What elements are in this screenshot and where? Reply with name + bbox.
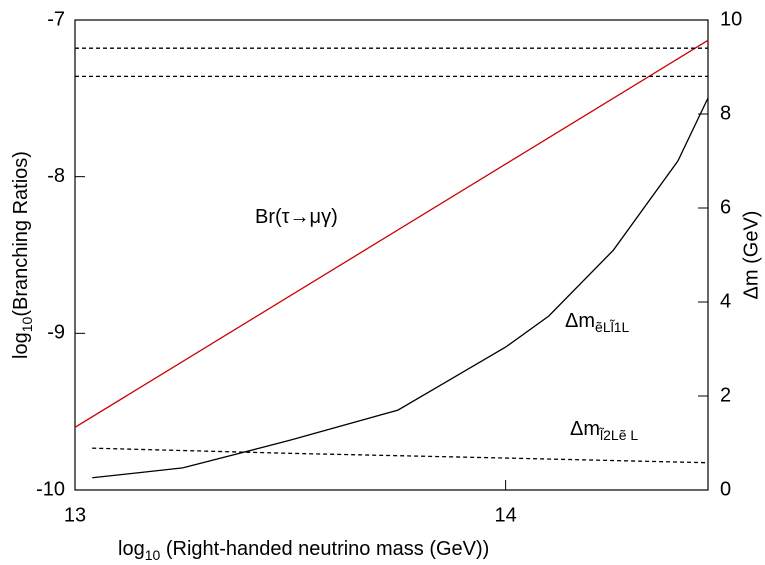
annotation-part: Δm [565, 310, 595, 332]
x-axis-label-sub: 10 [145, 547, 161, 563]
x-tick-label: 14 [494, 504, 516, 526]
annotation-part: Δm [570, 418, 600, 440]
y-axis-label: log10(Branching Ratios) [10, 151, 34, 359]
y-tick-label: -7 [47, 8, 65, 30]
y-axis-label-part: (Branching Ratios) [10, 151, 32, 317]
x-axis-label-part: log [118, 538, 145, 560]
annotation-part: Br(τ→μγ) [255, 206, 338, 228]
y2-tick-label: 10 [720, 8, 742, 30]
y2-tick-label: 0 [720, 478, 731, 500]
y-tick-label: -9 [47, 322, 65, 344]
y2-tick-label: 2 [720, 384, 731, 406]
plot-frame [74, 19, 709, 491]
y-tick-label: -8 [47, 165, 65, 187]
y2-tick-label: 4 [720, 290, 731, 312]
data-line [92, 97, 709, 479]
annotation-sub: l̃2Lẽ L [598, 426, 638, 443]
y2-axis-label: Δm (GeV) [740, 211, 762, 300]
x-axis-label: log10 (Right-handed neutrino mass (GeV)) [118, 538, 489, 562]
y-axis-label-part: log [10, 332, 32, 359]
annotation: Δml̃2Lẽ L [570, 418, 638, 442]
y-tick-label: -10 [36, 478, 65, 500]
data-line [74, 39, 709, 428]
annotation: ΔmẽLl̃1L [565, 310, 630, 334]
x-axis-label-part: (Right-handed neutrino mass (GeV)) [160, 538, 489, 560]
annotation-sub: ẽLl̃1L [595, 318, 629, 335]
y2-tick-label: 8 [720, 102, 731, 124]
annotation: Br(τ→μγ) [255, 206, 338, 228]
y-axis-label-sub: 10 [19, 316, 35, 332]
data-line [92, 447, 709, 464]
x-tick-label: 13 [64, 504, 86, 526]
y2-tick-label: 6 [720, 196, 731, 218]
